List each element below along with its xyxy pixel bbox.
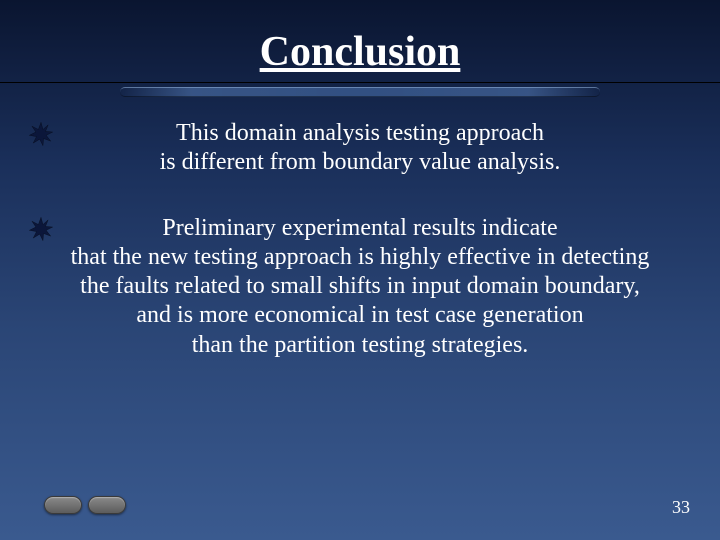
bullet-text-line: that the new testing approach is highly … xyxy=(22,243,698,272)
title-underline xyxy=(0,82,720,83)
nav-next-button[interactable] xyxy=(88,496,126,514)
bullet-item: This domain analysis testing approach is… xyxy=(22,119,698,178)
page-number: 33 xyxy=(672,497,690,518)
content-area: This domain analysis testing approach is… xyxy=(0,119,720,360)
bullet-text-line: than the partition testing strategies. xyxy=(22,331,698,360)
bullet-text-line: is different from boundary value analysi… xyxy=(22,148,698,177)
bullet-text-line: This domain analysis testing approach xyxy=(22,119,698,148)
nav-pills xyxy=(44,496,126,514)
bullet-text-line: the faults related to small shifts in in… xyxy=(22,272,698,301)
nav-prev-button[interactable] xyxy=(44,496,82,514)
bullet-text-line: Preliminary experimental results indicat… xyxy=(22,214,698,243)
slide-title: Conclusion xyxy=(260,28,461,76)
bullet-text-line: and is more economical in test case gene… xyxy=(22,301,698,330)
accent-bar xyxy=(120,87,600,97)
starburst-icon xyxy=(28,121,54,147)
starburst-icon xyxy=(28,216,54,242)
bullet-item: Preliminary experimental results indicat… xyxy=(22,214,698,360)
